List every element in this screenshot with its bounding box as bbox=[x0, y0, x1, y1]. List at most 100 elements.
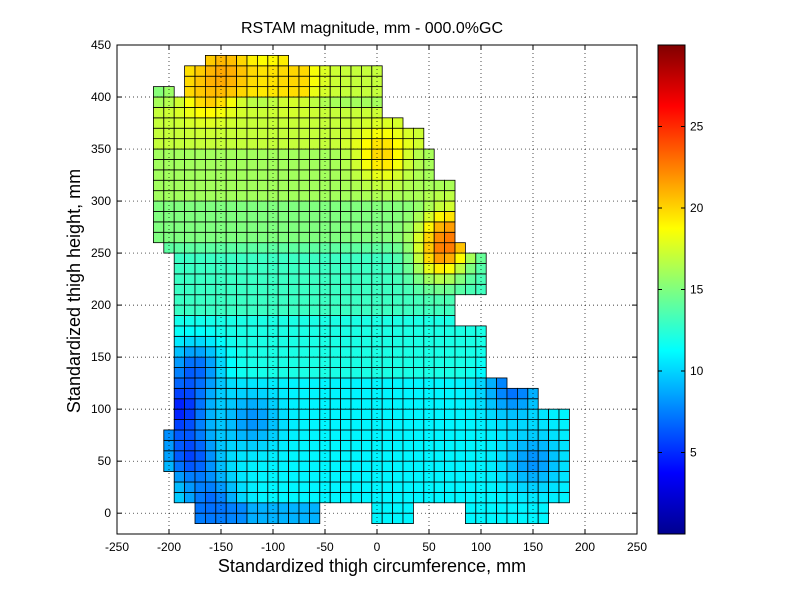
heatmap-cell bbox=[204, 429, 217, 441]
heatmap-cell bbox=[152, 107, 165, 119]
heatmap-cell bbox=[204, 221, 217, 233]
heatmap-cell bbox=[204, 450, 217, 462]
heatmap-cell bbox=[444, 450, 456, 462]
heatmap-cell bbox=[236, 315, 248, 327]
heatmap-cell bbox=[225, 55, 237, 67]
heatmap-cell bbox=[319, 65, 331, 77]
heatmap-cell bbox=[184, 231, 196, 244]
heatmap-cell bbox=[423, 377, 435, 389]
heatmap-cell bbox=[392, 356, 404, 368]
heatmap-cell bbox=[298, 419, 310, 431]
heatmap-cell bbox=[402, 398, 414, 410]
heatmap-cell bbox=[464, 273, 477, 285]
heatmap-cell bbox=[256, 252, 269, 264]
heatmap-cell bbox=[412, 367, 425, 379]
heatmap-cell bbox=[277, 408, 290, 420]
heatmap-cell bbox=[350, 252, 362, 264]
heatmap-cell bbox=[402, 491, 414, 504]
heatmap-cell bbox=[464, 325, 477, 337]
heatmap-cell bbox=[225, 86, 237, 98]
heatmap-cell bbox=[308, 512, 321, 524]
heatmap-cell bbox=[329, 387, 342, 400]
heatmap-cell bbox=[444, 304, 456, 316]
heatmap-cell bbox=[402, 169, 414, 181]
heatmap-cell bbox=[444, 263, 456, 275]
heatmap-cell bbox=[184, 200, 196, 212]
heatmap-cell bbox=[173, 356, 185, 368]
heatmap-cell bbox=[506, 512, 518, 524]
heatmap-cell bbox=[308, 148, 321, 160]
heatmap-cell bbox=[308, 127, 321, 140]
heatmap-cell bbox=[246, 335, 258, 348]
heatmap-cell bbox=[288, 346, 300, 358]
heatmap-cell bbox=[381, 450, 394, 462]
heatmap-cell bbox=[464, 512, 477, 524]
heatmap-cell bbox=[433, 491, 446, 504]
heatmap-cell bbox=[381, 398, 394, 410]
heatmap-cell bbox=[485, 481, 498, 493]
heatmap-cell bbox=[236, 138, 248, 150]
heatmap-cell bbox=[194, 252, 206, 264]
heatmap-cell bbox=[246, 179, 258, 192]
heatmap-cell bbox=[350, 325, 362, 337]
heatmap-cell bbox=[433, 471, 446, 483]
heatmap-cell bbox=[298, 398, 310, 410]
heatmap-cell bbox=[412, 387, 425, 400]
heatmap-cell bbox=[204, 387, 217, 400]
colorbar-tick-label: 20 bbox=[690, 201, 704, 215]
heatmap-cell bbox=[288, 148, 300, 160]
heatmap-cell bbox=[475, 450, 487, 462]
heatmap-cell bbox=[246, 429, 258, 441]
heatmap-cell bbox=[402, 211, 414, 223]
heatmap-cell bbox=[402, 231, 414, 244]
heatmap-cell bbox=[215, 377, 227, 389]
heatmap-cell bbox=[256, 221, 269, 233]
heatmap-cell bbox=[215, 138, 227, 150]
heatmap-cell bbox=[517, 460, 529, 472]
heatmap-cell bbox=[277, 190, 290, 202]
heatmap-cell bbox=[225, 273, 237, 285]
heatmap-cell bbox=[194, 179, 206, 192]
heatmap-cell bbox=[277, 75, 290, 88]
heatmap-cell bbox=[433, 367, 446, 379]
heatmap-cell bbox=[256, 96, 269, 108]
heatmap-cell bbox=[444, 200, 456, 212]
heatmap-cell bbox=[371, 481, 383, 493]
heatmap-cell bbox=[319, 190, 331, 202]
heatmap-cell bbox=[381, 377, 394, 389]
heatmap-cell bbox=[256, 335, 269, 348]
heatmap-cell bbox=[288, 159, 300, 171]
heatmap-cell bbox=[329, 231, 342, 244]
heatmap-cell bbox=[298, 273, 310, 285]
heatmap-cell bbox=[350, 65, 362, 77]
heatmap-cell bbox=[381, 138, 394, 150]
heatmap-cell bbox=[340, 86, 352, 98]
heatmap-cell bbox=[360, 294, 373, 306]
heatmap-cell bbox=[454, 481, 466, 493]
heatmap-cell bbox=[184, 263, 196, 275]
heatmap-cell bbox=[350, 127, 362, 140]
heatmap-cell bbox=[402, 419, 414, 431]
heatmap-cell bbox=[277, 252, 290, 264]
heatmap-cell bbox=[288, 138, 300, 150]
heatmap-cell bbox=[392, 304, 404, 316]
heatmap-cell bbox=[184, 65, 196, 77]
heatmap-cell bbox=[288, 325, 300, 337]
heatmap-cell bbox=[558, 429, 570, 441]
heatmap-cell bbox=[350, 450, 362, 462]
heatmap-cell bbox=[485, 471, 498, 483]
heatmap-cell bbox=[319, 242, 331, 254]
heatmap-cell bbox=[517, 408, 529, 420]
heatmap-cell bbox=[423, 429, 435, 441]
heatmap-cell bbox=[402, 138, 414, 150]
heatmap-cell bbox=[298, 148, 310, 160]
heatmap-cell bbox=[340, 169, 352, 181]
heatmap-cell bbox=[444, 231, 456, 244]
heatmap-cell bbox=[236, 190, 248, 202]
heatmap-cell bbox=[298, 460, 310, 472]
heatmap-cell bbox=[350, 387, 362, 400]
heatmap-cell bbox=[381, 491, 394, 504]
heatmap-cell bbox=[225, 211, 237, 223]
heatmap-cell bbox=[194, 491, 206, 504]
heatmap-cell bbox=[246, 211, 258, 223]
